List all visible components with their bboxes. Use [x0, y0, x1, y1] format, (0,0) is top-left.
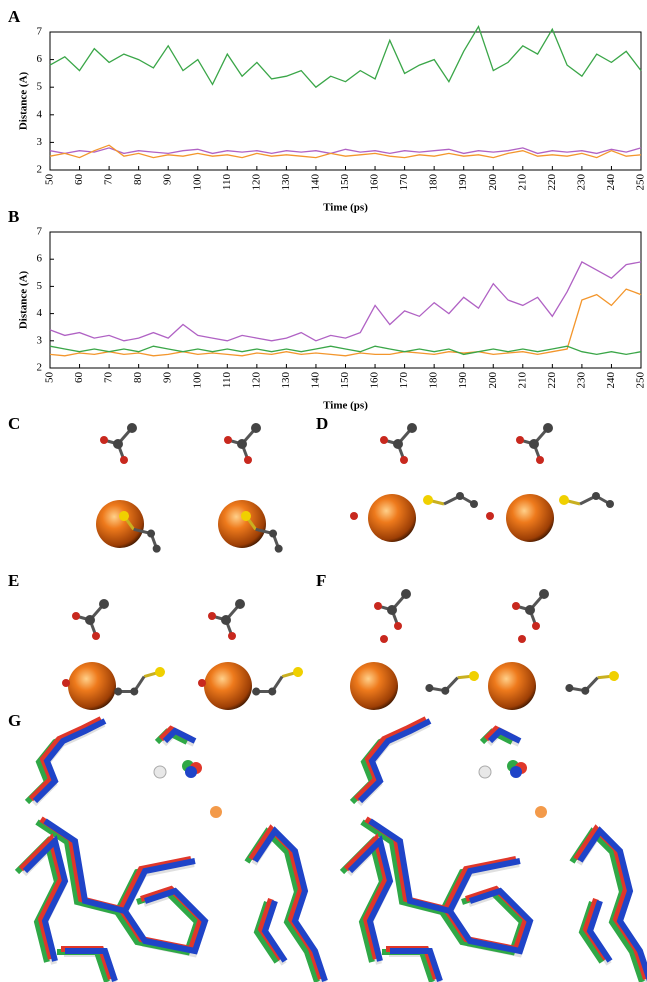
x-tick-label: 100	[191, 372, 203, 389]
y-tick-label: 7	[37, 226, 43, 238]
x-tick-label: 120	[250, 372, 262, 389]
x-tick-label: 70	[103, 372, 115, 384]
y-tick-label: 3	[37, 136, 43, 148]
y-tick-label: 3	[37, 334, 43, 346]
x-tick-label: 210	[516, 174, 528, 191]
y-axis-label: Distance (A)	[18, 71, 30, 130]
y-tick-label: 6	[37, 53, 43, 65]
x-tick-label: 60	[73, 372, 85, 384]
x-tick-label: 140	[309, 174, 321, 191]
x-tick-label: 180	[428, 372, 440, 389]
x-tick-label: 180	[428, 174, 440, 191]
panel-label: F	[316, 571, 326, 590]
plot-frame	[50, 232, 641, 368]
structure	[17, 719, 647, 982]
y-tick-label: 4	[37, 108, 43, 120]
y-tick-label: 5	[37, 280, 43, 292]
x-tick-label: 120	[250, 174, 262, 191]
x-tick-label: 210	[516, 372, 528, 389]
x-tick-label: 150	[339, 372, 351, 389]
molecule	[350, 423, 614, 542]
molecule	[62, 599, 306, 710]
x-tick-label: 90	[162, 174, 174, 186]
x-tick-label: 60	[73, 174, 85, 186]
x-tick-label: 230	[575, 372, 587, 389]
x-tick-label: 50	[44, 174, 56, 186]
y-tick-label: 6	[37, 253, 43, 265]
x-tick-label: 110	[221, 372, 233, 389]
series-line	[50, 145, 641, 157]
x-tick-label: 190	[457, 372, 469, 389]
x-tick-label: 140	[309, 372, 321, 389]
y-tick-label: 5	[37, 81, 43, 93]
x-tick-label: 240	[605, 372, 617, 389]
y-tick-label: 2	[37, 362, 43, 374]
x-tick-label: 110	[221, 174, 233, 191]
x-tick-label: 80	[132, 174, 144, 186]
y-tick-label: 7	[37, 26, 43, 38]
x-tick-label: 250	[635, 372, 647, 389]
x-tick-label: 220	[546, 372, 558, 389]
x-tick-label: 130	[280, 174, 292, 191]
x-tick-label: 100	[191, 174, 203, 191]
x-tick-label: 90	[162, 372, 174, 384]
molecule	[350, 589, 621, 710]
panel-label: B	[8, 207, 19, 226]
x-tick-label: 230	[575, 174, 587, 191]
panel-label: A	[8, 7, 21, 26]
x-tick-label: 80	[132, 372, 144, 384]
series-line	[50, 262, 641, 341]
panel-label: C	[8, 414, 20, 433]
series-line	[50, 148, 641, 154]
x-tick-label: 50	[44, 372, 56, 384]
x-tick-label: 70	[103, 174, 115, 186]
y-tick-label: 2	[37, 164, 43, 176]
x-tick-label: 220	[546, 174, 558, 191]
x-tick-label: 250	[635, 174, 647, 191]
x-tick-label: 160	[369, 174, 381, 191]
y-tick-label: 4	[37, 307, 43, 319]
x-tick-label: 150	[339, 174, 351, 191]
x-axis-label: Time (ps)	[323, 202, 368, 214]
series-line	[50, 289, 641, 356]
x-tick-label: 240	[605, 174, 617, 191]
series-line	[50, 27, 641, 88]
x-tick-label: 200	[487, 372, 499, 389]
x-tick-label: 200	[487, 174, 499, 191]
panel-label: E	[8, 571, 19, 590]
x-tick-label: 130	[280, 372, 292, 389]
molecule	[96, 423, 289, 554]
panel-label: D	[316, 414, 328, 433]
x-tick-label: 160	[369, 372, 381, 389]
figure: C D E F G A 2 3 4 5 6 7 50 60 70 80 90 100 110 120 130 1…	[0, 0, 647, 982]
y-axis-label: Distance (A)	[18, 270, 30, 329]
panel-label: G	[8, 711, 21, 730]
x-tick-label: 170	[398, 372, 410, 389]
x-axis-label: Time (ps)	[323, 400, 368, 412]
x-tick-label: 190	[457, 174, 469, 191]
x-tick-label: 170	[398, 174, 410, 191]
